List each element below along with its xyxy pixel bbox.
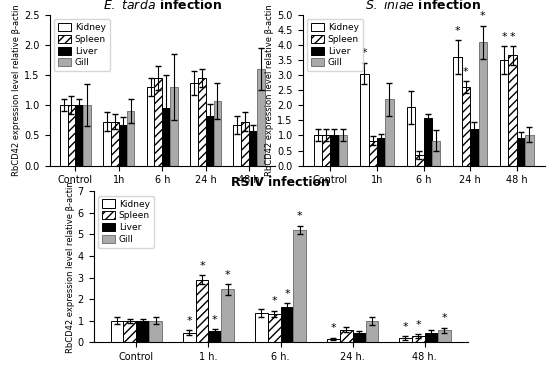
Bar xyxy=(353,333,366,342)
Bar xyxy=(213,101,221,166)
Bar xyxy=(377,138,386,166)
Text: *: * xyxy=(415,320,421,330)
Bar xyxy=(406,107,415,166)
Text: *: * xyxy=(297,211,302,221)
Bar xyxy=(386,99,394,166)
Bar xyxy=(267,314,280,342)
Legend: Kidney, Spleen, Liver, Gill: Kidney, Spleen, Liver, Gill xyxy=(54,19,109,71)
Text: *: * xyxy=(199,261,205,271)
Bar xyxy=(111,121,119,166)
Y-axis label: RbCD42 expression level relative β-actin: RbCD42 expression level relative β-actin xyxy=(266,4,274,176)
Text: *: * xyxy=(480,11,486,21)
Title: RSIV infection: RSIV infection xyxy=(231,176,330,189)
Bar xyxy=(257,69,265,166)
Bar xyxy=(415,155,424,166)
Bar xyxy=(60,105,68,166)
Bar xyxy=(280,307,294,342)
Bar xyxy=(170,87,178,166)
Text: *: * xyxy=(361,49,367,59)
Bar xyxy=(155,78,162,166)
Legend: Kidney, Spleen, Liver, Gill: Kidney, Spleen, Liver, Gill xyxy=(98,196,153,248)
Bar xyxy=(195,280,208,342)
Bar xyxy=(136,321,150,342)
Bar xyxy=(425,333,438,342)
Bar xyxy=(68,105,75,166)
Text: *: * xyxy=(225,269,231,280)
Text: *: * xyxy=(284,289,290,299)
Bar xyxy=(111,321,123,342)
Bar xyxy=(508,56,516,166)
Bar xyxy=(249,131,257,166)
Bar xyxy=(198,78,206,166)
Bar xyxy=(331,135,339,166)
Bar xyxy=(294,230,306,342)
Bar xyxy=(119,124,126,166)
Bar xyxy=(438,330,450,342)
Bar xyxy=(190,83,198,166)
Legend: Kidney, Spleen, Liver, Gill: Kidney, Spleen, Liver, Gill xyxy=(307,19,362,71)
Bar xyxy=(126,111,134,166)
Bar xyxy=(75,105,83,166)
Bar xyxy=(322,135,331,166)
Text: *: * xyxy=(212,315,218,325)
Bar xyxy=(424,118,432,166)
Bar xyxy=(327,339,339,342)
Bar xyxy=(314,135,322,166)
Bar xyxy=(360,74,368,166)
Bar xyxy=(123,321,136,342)
Bar xyxy=(208,332,222,342)
Text: *: * xyxy=(455,26,460,36)
Bar xyxy=(103,121,111,166)
Bar xyxy=(366,321,378,342)
Text: *: * xyxy=(330,323,336,333)
Text: *: * xyxy=(510,32,515,42)
Text: *: * xyxy=(186,316,192,326)
Text: *: * xyxy=(463,67,469,77)
Bar xyxy=(222,289,234,342)
Bar xyxy=(150,321,162,342)
Bar xyxy=(399,338,411,342)
Bar xyxy=(234,125,241,166)
Title: $\it{E.\ tarda}$ infection: $\it{E.\ tarda}$ infection xyxy=(103,0,222,12)
Y-axis label: RbCD42 expression level relative β-actin: RbCD42 expression level relative β-actin xyxy=(66,181,75,353)
Bar xyxy=(147,87,155,166)
Bar xyxy=(83,105,91,166)
Text: *: * xyxy=(402,322,408,332)
Bar xyxy=(339,135,347,166)
Bar xyxy=(339,330,353,342)
Bar xyxy=(255,313,267,342)
Text: *: * xyxy=(501,32,507,42)
Y-axis label: RbCD42 expression level relative β-actin: RbCD42 expression level relative β-actin xyxy=(13,4,21,176)
Bar xyxy=(368,141,377,166)
Bar xyxy=(206,116,213,166)
Bar xyxy=(432,141,441,166)
Bar xyxy=(478,42,487,166)
Bar xyxy=(183,333,195,342)
Bar xyxy=(500,60,508,166)
Bar xyxy=(411,336,425,342)
Bar xyxy=(516,138,525,166)
Text: *: * xyxy=(441,313,447,323)
Bar xyxy=(162,108,170,166)
Bar xyxy=(525,135,534,166)
Bar xyxy=(241,121,249,166)
Bar xyxy=(453,57,461,166)
Title: $\it{S.\ iniae}$ infection: $\it{S.\ iniae}$ infection xyxy=(365,0,482,12)
Bar xyxy=(461,87,470,166)
Text: *: * xyxy=(271,297,277,307)
Bar xyxy=(470,130,478,166)
